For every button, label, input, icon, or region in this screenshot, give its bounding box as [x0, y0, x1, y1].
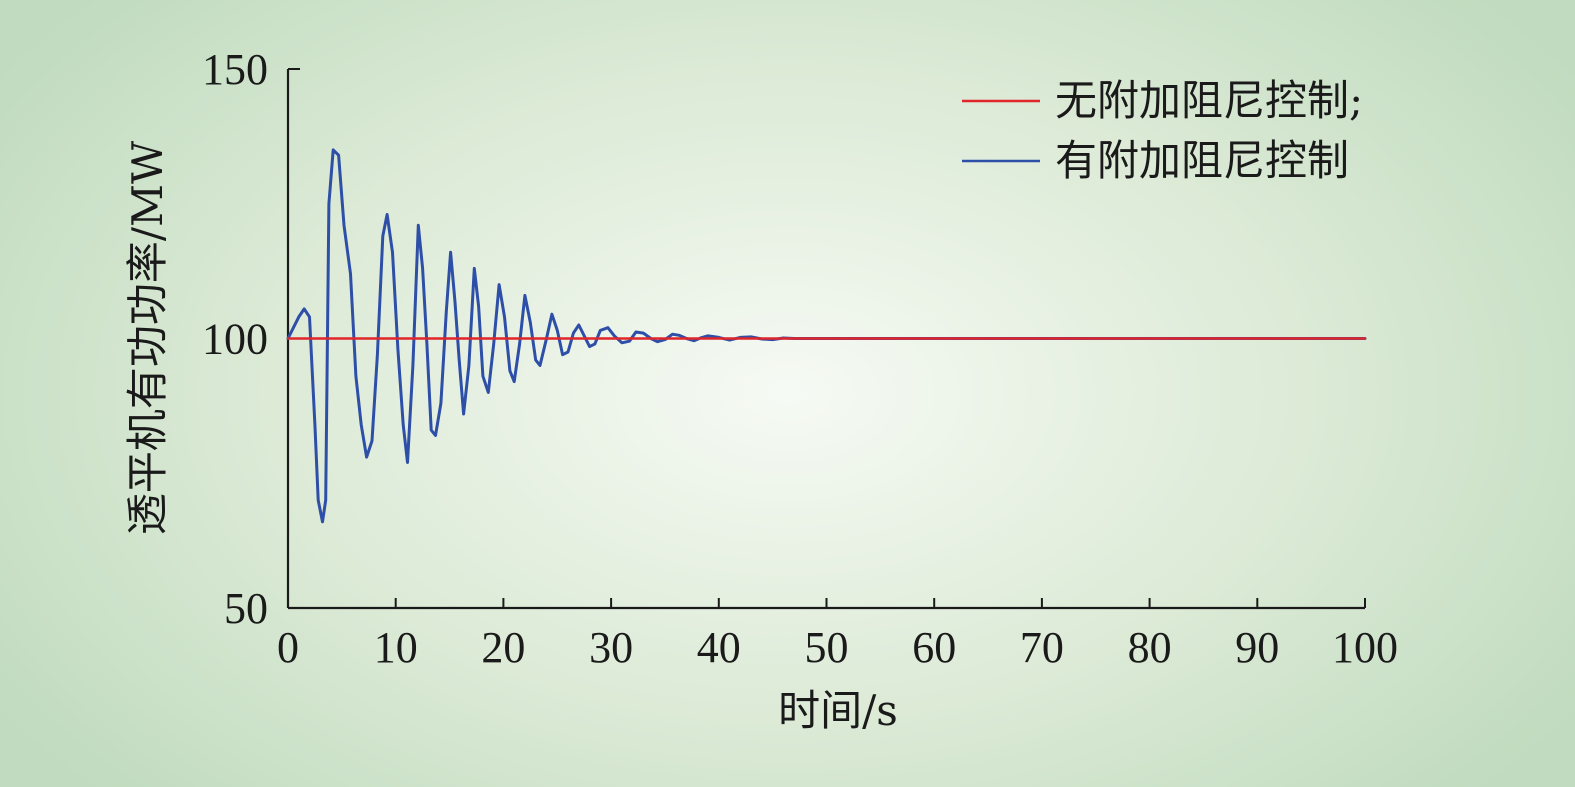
- y-tick-label: 150: [202, 45, 268, 94]
- y-tick-label: 50: [224, 584, 268, 633]
- axes: 0 10 20 30 40 50 60 70 80 90 100 50 100 150: [202, 45, 1398, 672]
- x-tick-label: 50: [805, 623, 849, 672]
- legend-label-no-damping: 无附加阻尼控制;: [1055, 76, 1363, 125]
- series-line-with-damping: [286, 148, 1367, 524]
- x-tick-label: 0: [277, 623, 299, 672]
- x-tick-label: 100: [1332, 623, 1398, 672]
- x-axis-title: 时间/s: [778, 686, 898, 735]
- x-tick-label: 70: [1020, 623, 1064, 672]
- legend: 无附加阻尼控制; 有附加阻尼控制: [962, 76, 1363, 185]
- x-tick-label: 90: [1235, 623, 1279, 672]
- series-layer: [286, 148, 1367, 524]
- x-tick-label: 20: [481, 623, 525, 672]
- y-tick-label: 100: [202, 315, 268, 364]
- y-axis-title: 透平机有功功率/MW: [123, 140, 172, 535]
- x-tick-label: 60: [912, 623, 956, 672]
- x-tick-label: 40: [697, 623, 741, 672]
- x-tick-label: 80: [1128, 623, 1172, 672]
- x-tick-label: 10: [374, 623, 418, 672]
- x-tick-label: 30: [589, 623, 633, 672]
- legend-label-with-damping: 有附加阻尼控制: [1055, 136, 1349, 185]
